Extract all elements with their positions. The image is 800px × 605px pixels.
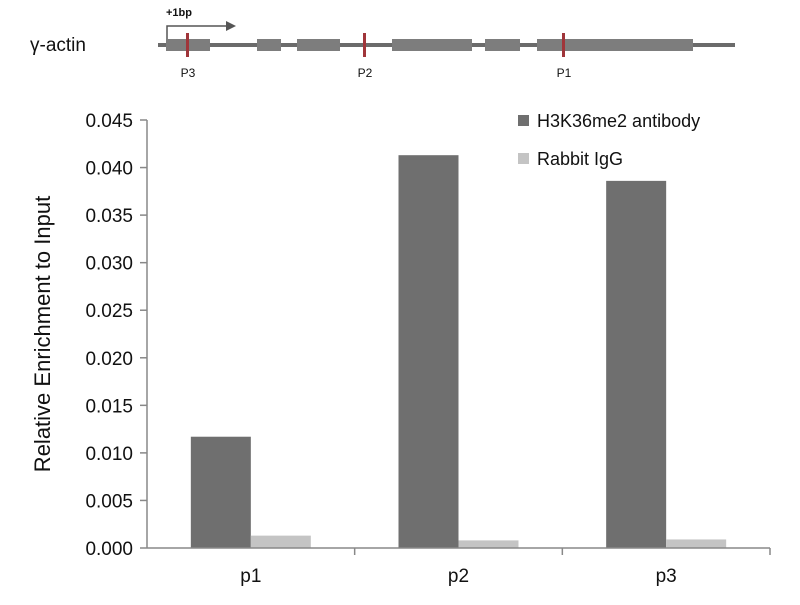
primer-label-p2: P2 [358, 66, 373, 80]
primer-mark-p1 [562, 33, 565, 57]
y-tick-label: 0.000 [85, 539, 133, 560]
primer-label-p1: P1 [557, 66, 572, 80]
legend: H3K36me2 antibody Rabbit IgG [518, 111, 700, 169]
y-tick-label: 0.040 [85, 159, 133, 180]
primer-label-p3: P3 [181, 66, 196, 80]
y-tick-label: 0.025 [85, 301, 133, 322]
y-axis-title: Relative Enrichment to Input [30, 196, 55, 472]
y-tick-label: 0.015 [85, 396, 133, 417]
primer-mark-p3 [186, 33, 189, 57]
x-axis-labels: p1 p2 p3 [240, 548, 771, 587]
tss-label: +1bp [166, 7, 192, 19]
tss-arrow [166, 21, 236, 39]
bar-h3k36me2-p1 [190, 436, 251, 548]
exon [297, 39, 340, 51]
gene-label: γ-actin [30, 35, 86, 56]
y-axis-ticks: 0.000 0.005 0.010 0.015 0.020 0.025 0.030 0.035… [85, 111, 147, 560]
legend-label-h3k36me2: H3K36me2 antibody [537, 111, 700, 131]
exon [485, 39, 520, 51]
gene-map: γ-actin +1bp P3 P2 P1 [30, 7, 735, 80]
legend-swatch-h3k36me2 [518, 115, 529, 126]
x-tick-label: p3 [656, 566, 677, 587]
exon [392, 39, 472, 51]
y-tick-label: 0.005 [85, 491, 133, 512]
legend-label-rabbit-igg: Rabbit IgG [537, 149, 623, 169]
x-tick-label: p1 [240, 566, 261, 587]
exon [257, 39, 281, 51]
legend-swatch-rabbit-igg [518, 153, 529, 164]
y-tick-label: 0.010 [85, 444, 133, 465]
primer-mark-p2 [363, 33, 366, 57]
bars [190, 155, 727, 549]
y-tick-label: 0.020 [85, 349, 133, 370]
bar-rabbit-igg-p2 [458, 540, 519, 548]
bar-h3k36me2-p2 [398, 155, 459, 549]
x-tick-label: p2 [448, 566, 469, 587]
y-tick-label: 0.030 [85, 254, 133, 275]
bar-chart: 0.000 0.005 0.010 0.015 0.020 0.025 0.030 0.035… [30, 111, 771, 587]
bar-rabbit-igg-p3 [666, 539, 727, 548]
y-tick-label: 0.045 [85, 111, 133, 132]
bar-h3k36me2-p3 [606, 180, 667, 549]
bar-rabbit-igg-p1 [250, 535, 311, 548]
y-tick-label: 0.035 [85, 206, 133, 227]
exon [537, 39, 693, 51]
